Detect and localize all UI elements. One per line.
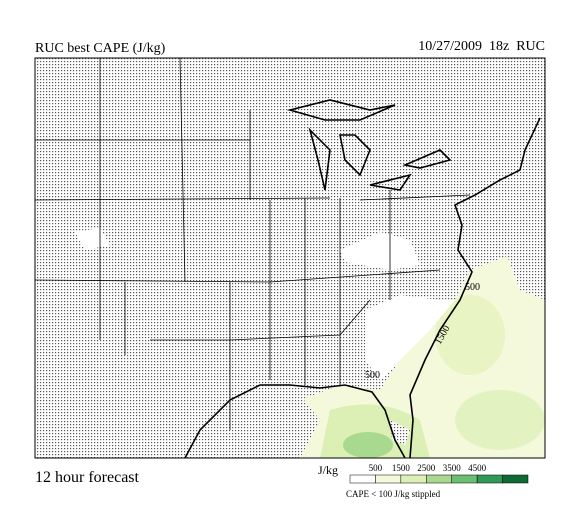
legend-swatch [400, 474, 427, 484]
legend-tick-label: 500 [369, 463, 383, 473]
map-timestamp: 10/27/2009 18z RUC [418, 39, 545, 54]
legend-note: CAPE < 100 J/kg stippled [346, 489, 441, 499]
legend-swatch [426, 474, 452, 484]
map-frame [34, 57, 546, 459]
contour-label: 500 [465, 282, 480, 293]
legend-unit: J/kg [318, 463, 338, 477]
map-title: RUC best CAPE (J/kg) [35, 41, 166, 56]
legend-swatch [375, 474, 402, 484]
map-area: 500 1500 500 [35, 58, 545, 458]
legend-tick-label: 3500 [443, 463, 462, 473]
legend-swatch [476, 474, 503, 484]
legend-tick-label: 1500 [392, 463, 411, 473]
contour-label: 500 [365, 370, 380, 381]
legend-colorbar: 500 1500 2500 3500 4500 [349, 463, 529, 484]
legend-tick-label: 2500 [417, 463, 436, 473]
legend-swatch [349, 474, 376, 484]
legend-swatch [451, 474, 478, 484]
legend-tick-label: 4500 [468, 463, 487, 473]
legend-swatch [502, 474, 529, 484]
forecast-label: 12 hour forecast [35, 469, 140, 486]
